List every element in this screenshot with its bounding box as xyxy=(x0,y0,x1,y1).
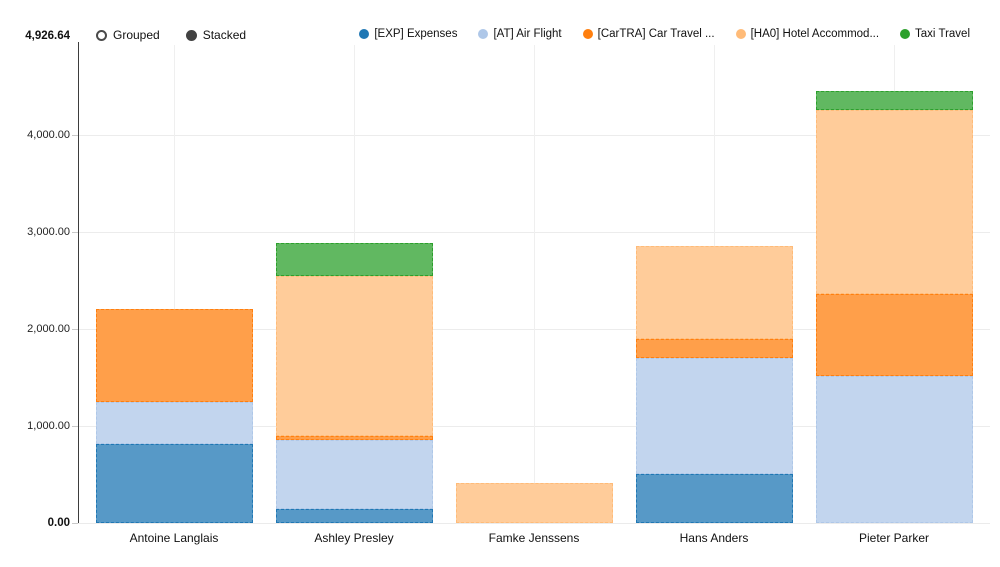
x-category-label: Ashley Presley xyxy=(314,531,394,545)
legend-series-label: [CarTRA] Car Travel ... xyxy=(597,28,715,40)
bar-segment[interactable] xyxy=(815,376,973,523)
bar-segment[interactable] xyxy=(815,90,973,110)
legend-item[interactable]: [CarTRA] Car Travel ... xyxy=(582,28,715,40)
y-tick-label: 0.00 xyxy=(47,517,70,529)
bar-segment[interactable] xyxy=(275,440,433,509)
bar-segment[interactable] xyxy=(455,483,613,523)
legend-dot-icon xyxy=(478,29,489,39)
legend-item[interactable]: Taxi Travel xyxy=(900,28,970,40)
legend-dot-icon xyxy=(359,29,370,39)
x-category-label: Pieter Parker xyxy=(858,531,930,545)
bar-segment[interactable] xyxy=(275,242,433,276)
legend-item[interactable]: [EXP] Expenses xyxy=(359,28,457,40)
bar-segment[interactable] xyxy=(275,508,433,523)
chart-mode-grouped[interactable]: Grouped xyxy=(96,28,160,42)
v-gridline xyxy=(534,45,535,523)
legend-series-label: Taxi Travel xyxy=(915,28,970,40)
x-category-label: Antoine Langlais xyxy=(129,531,219,545)
chart-mode-stacked[interactable]: Stacked xyxy=(185,28,247,42)
legend-series-label: [EXP] Expenses xyxy=(374,28,458,40)
bar-segment[interactable] xyxy=(275,435,433,441)
legend-item[interactable]: [HA0] Hotel Accommod... xyxy=(735,28,880,40)
y-tick-label: 4,926.64 xyxy=(25,30,70,42)
x-axis-line xyxy=(78,523,990,524)
radio-unselected-icon[interactable] xyxy=(96,29,107,41)
y-tick-mark xyxy=(72,328,78,330)
legend-dot-icon xyxy=(900,29,911,39)
y-tick-mark xyxy=(72,425,78,427)
y-tick-mark xyxy=(72,231,78,233)
bar-segment[interactable] xyxy=(95,402,253,445)
bar-segment[interactable] xyxy=(635,245,793,339)
legend-item[interactable]: [AT] Air Flight xyxy=(478,28,562,40)
bar-segment[interactable] xyxy=(635,474,793,523)
bar-segment[interactable] xyxy=(815,294,973,377)
x-category-label: Famke Jenssens xyxy=(488,531,580,545)
radio-selected-icon[interactable] xyxy=(185,29,197,41)
legend-series-label: [HA0] Hotel Accommod... xyxy=(750,28,880,40)
y-tick-mark xyxy=(72,523,78,524)
y-tick-label: 1,000.00 xyxy=(27,419,70,432)
y-tick-mark xyxy=(72,134,78,136)
x-category-label: Hans Anders xyxy=(679,531,749,545)
y-axis-line xyxy=(78,42,79,523)
legend-dot-icon xyxy=(735,29,746,39)
radio-label: Stacked xyxy=(202,28,247,42)
legend: [EXP] Expenses [AT] Air Flight [CarTRA] Ca… xyxy=(359,28,970,40)
bar-segment[interactable] xyxy=(95,444,253,523)
bar-segment[interactable] xyxy=(95,309,253,403)
legend-series-label: [AT] Air Flight xyxy=(493,28,562,40)
chart-type-toggle: Grouped Stacked xyxy=(96,28,246,42)
y-tick-label: 2,000.00 xyxy=(27,322,70,335)
bar-segment[interactable] xyxy=(635,338,793,358)
legend-dot-icon xyxy=(582,29,593,39)
bar-segment[interactable] xyxy=(635,357,793,475)
bar-segment[interactable] xyxy=(275,275,433,436)
v-gridline xyxy=(174,45,175,523)
y-tick-label: 4,000.00 xyxy=(27,128,70,141)
y-tick-label: 3,000.00 xyxy=(27,225,70,238)
radio-label: Grouped xyxy=(113,28,160,42)
bar-segment[interactable] xyxy=(815,109,973,295)
